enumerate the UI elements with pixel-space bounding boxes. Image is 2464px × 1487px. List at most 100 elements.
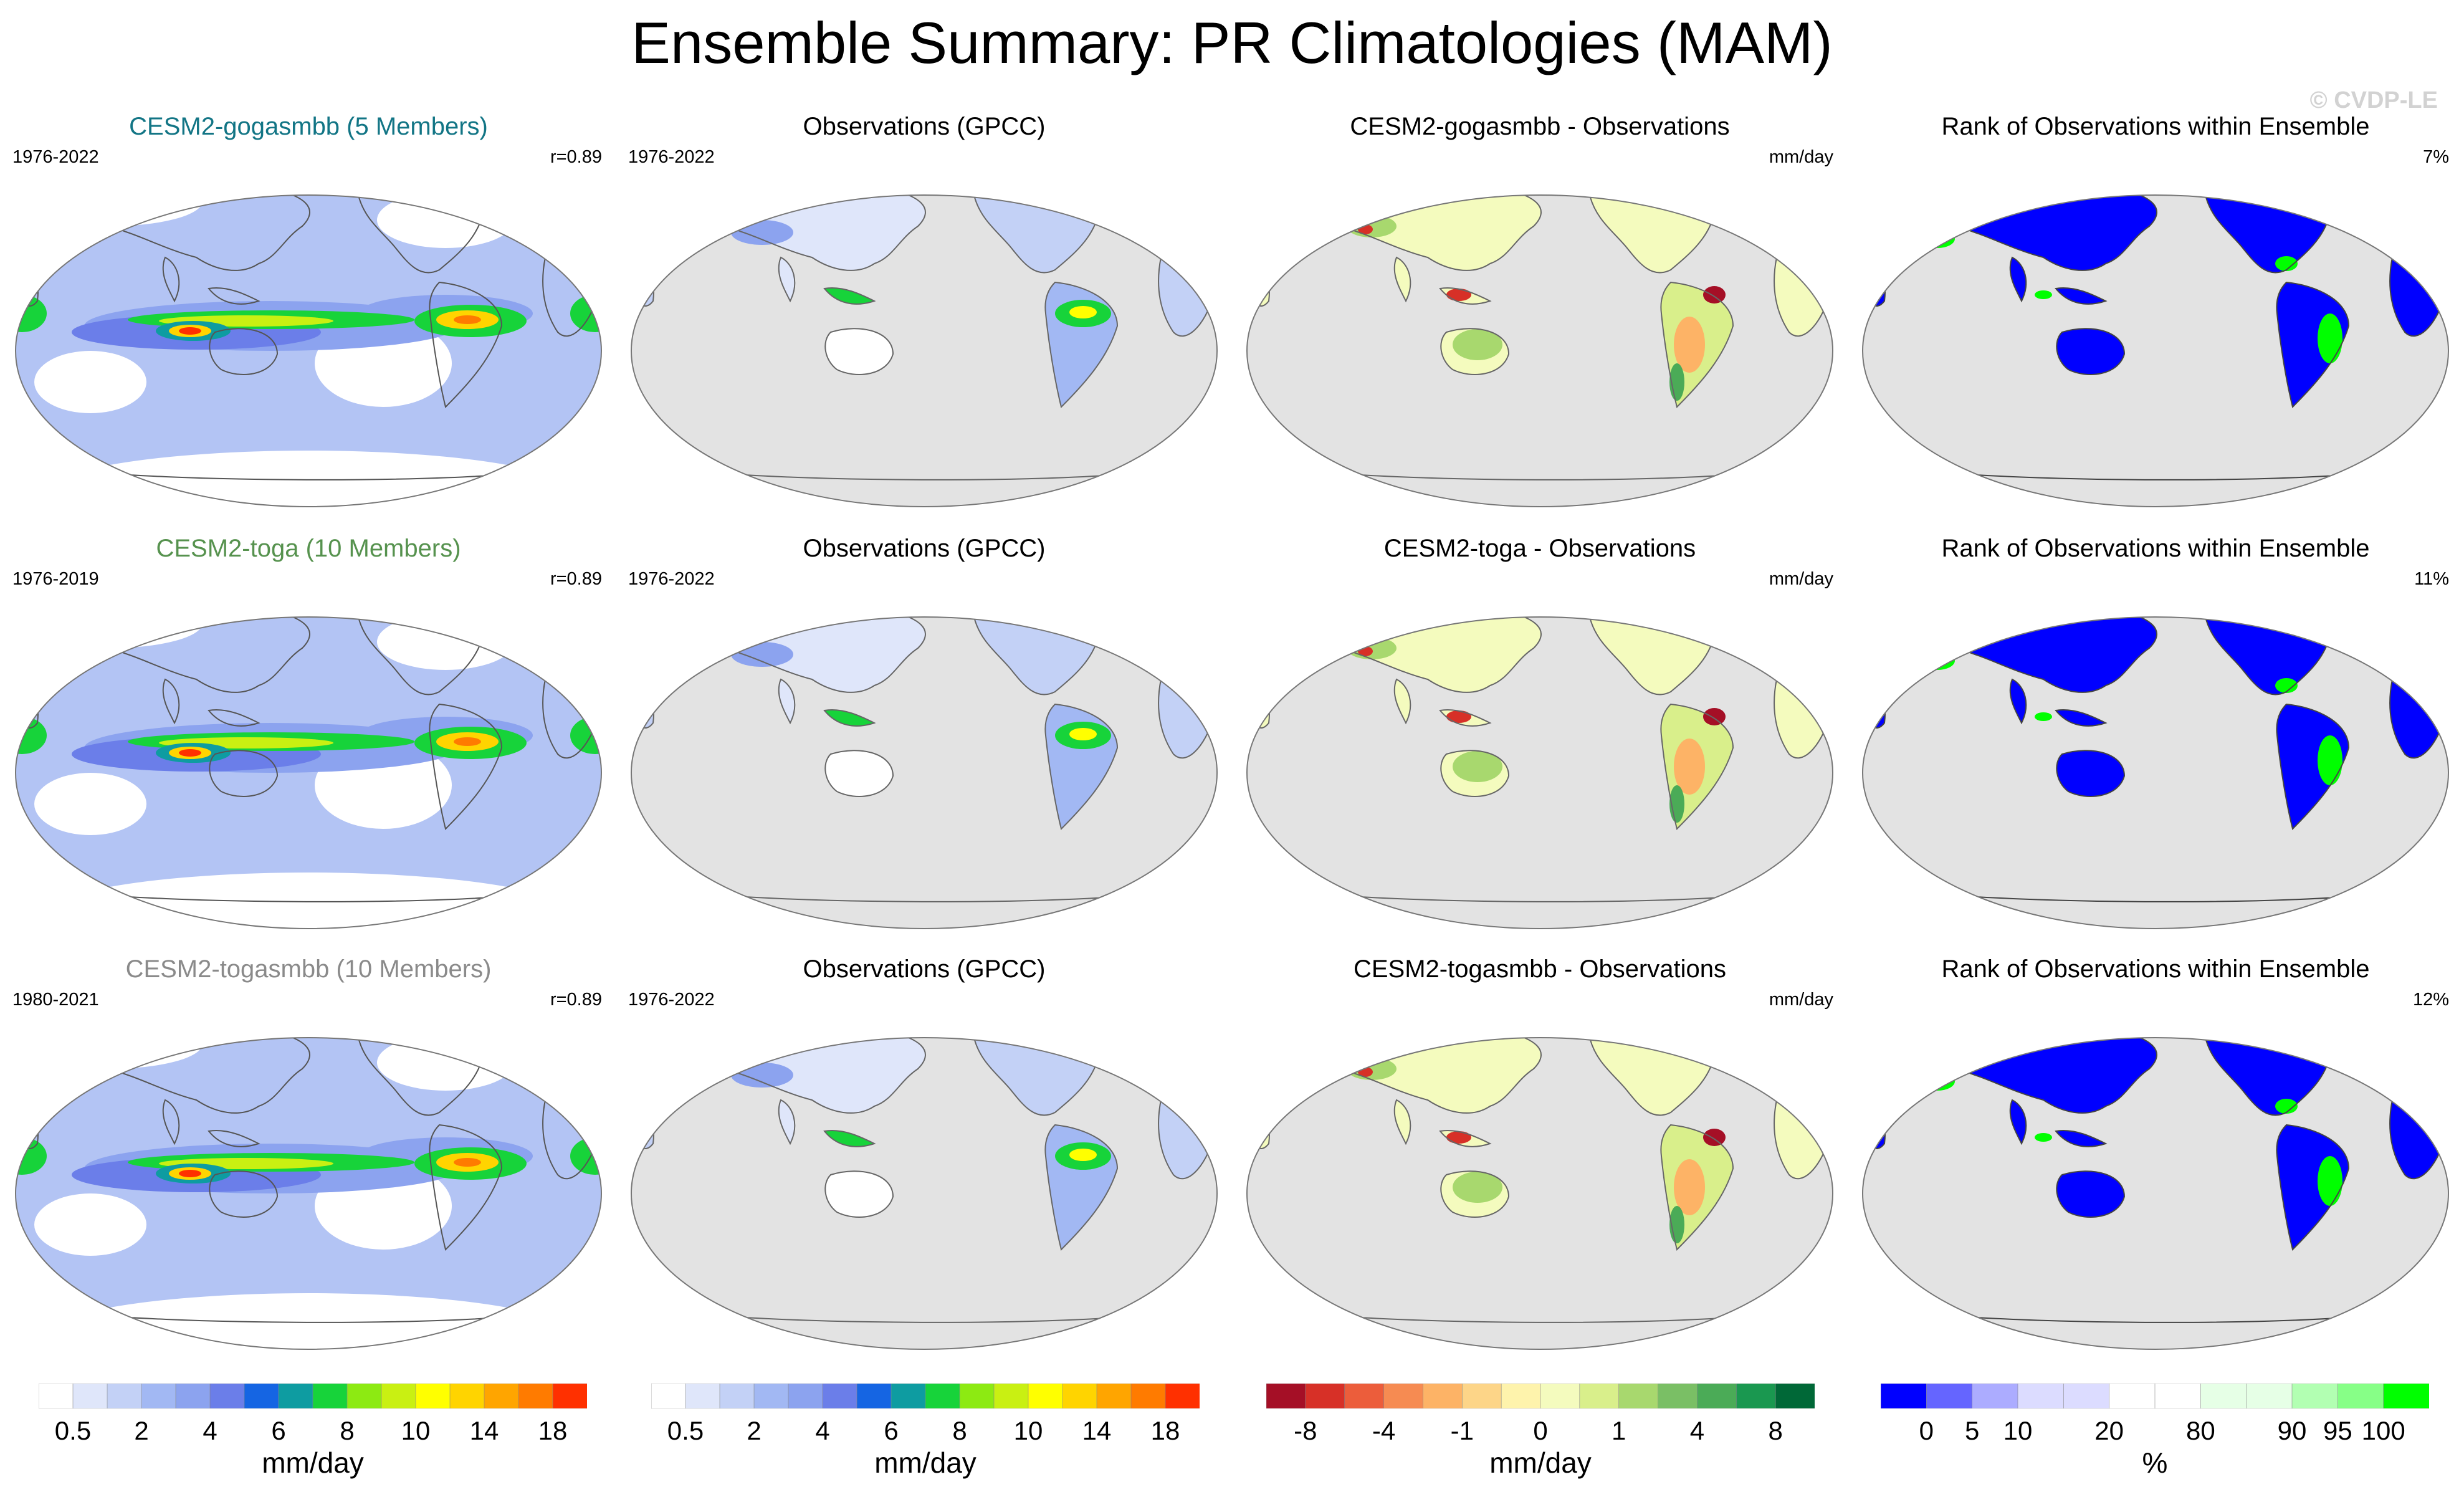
colorbar-swatch — [651, 1384, 686, 1408]
colorbar-swatch — [415, 1384, 451, 1408]
map-obs — [631, 616, 1218, 929]
colorbar-swatch — [1266, 1384, 1306, 1408]
colorbar-tick-label: 4 — [203, 1416, 217, 1445]
coastline-europe — [1759, 198, 1828, 237]
colorbar-tick-label: 8 — [952, 1416, 967, 1445]
colorbar-swatch — [1501, 1384, 1541, 1408]
colorbar-tick-label: -4 — [1372, 1416, 1396, 1445]
coastline-seasia — [208, 287, 260, 305]
coastline-asia — [1945, 1038, 2157, 1114]
colorbar-swatch — [2246, 1384, 2293, 1408]
colorbar-tick-label: 2 — [747, 1416, 762, 1445]
coastline-seasia — [823, 1130, 876, 1147]
colorbar-swatch — [822, 1384, 857, 1408]
colorbar-tick-label: 14 — [469, 1416, 499, 1445]
coastline-samer — [1044, 1124, 1119, 1251]
coastline-austr — [1440, 1170, 1510, 1218]
coastline-asia — [98, 195, 310, 271]
rank-percent: 11% — [2414, 569, 2449, 589]
colorbar-swatch — [141, 1384, 176, 1408]
colorbar-swatch — [278, 1384, 313, 1408]
coastline-samer — [2276, 281, 2350, 408]
colorbar-tick-label: 5 — [1964, 1416, 1980, 1445]
page-title: Ensemble Summary: PR Climatologies (MAM) — [631, 10, 1833, 75]
colorbar-swatches — [39, 1384, 587, 1408]
colorbar-tick-label: 6 — [271, 1416, 286, 1445]
coastline-namer — [973, 1038, 1100, 1116]
coastline-namer — [357, 617, 484, 696]
colorbar-swatch — [1775, 1384, 1815, 1408]
colorbar-swatch — [1383, 1384, 1424, 1408]
coastline-austr — [2056, 1170, 2126, 1218]
panel-title: CESM2-togasmbb - Observations — [1353, 955, 1726, 983]
colorbar-swatch — [39, 1384, 74, 1408]
colorbar-swatch — [719, 1384, 755, 1408]
colorbar-tick-label: 18 — [1150, 1416, 1180, 1445]
colorbar-swatch — [2063, 1384, 2110, 1408]
rank-percent: 7% — [2423, 147, 2449, 167]
map-rank — [1862, 194, 2449, 507]
coastline-india — [2009, 678, 2027, 725]
units-label: mm/day — [1769, 990, 1833, 1010]
coastline-seasia — [1439, 1130, 1492, 1147]
colorbar-swatch — [1096, 1384, 1132, 1408]
period-label: 1976-2022 — [628, 147, 715, 167]
coastline-samer — [2276, 703, 2350, 830]
coastline-namer — [1588, 1038, 1716, 1116]
coastline-austr — [824, 750, 894, 797]
colorbar-tick-label: 10 — [2003, 1416, 2033, 1445]
panel-title: Rank of Observations within Ensemble — [1941, 955, 2370, 983]
coastline-europe — [1144, 198, 1212, 237]
panel-diff-row-2: CESM2-toga - Observations mm/day — [1231, 533, 1848, 957]
coastline-europe — [1144, 1041, 1212, 1079]
coastline-austr — [824, 328, 894, 375]
colorbar-swatch — [1423, 1384, 1463, 1408]
colorbar-swatches — [1266, 1384, 1815, 1408]
coastline-austr — [209, 328, 279, 375]
colorbar-swatch — [2154, 1384, 2202, 1408]
panel-rank-row-2: Rank of Observations within Ensemble 11% — [1847, 533, 2464, 957]
coastline-europe — [1759, 1041, 1828, 1079]
coastline-samer — [1044, 281, 1119, 408]
coastline-seasia — [2055, 709, 2108, 727]
map-diff — [1246, 616, 1833, 929]
colorbar-tick-label: 0.5 — [54, 1416, 92, 1445]
colorbar-swatch — [107, 1384, 142, 1408]
panel-model-row-1: CESM2-gogasmbb (5 Members) 1976-2022 r=0.8… — [0, 111, 617, 535]
coastline-namer — [2204, 617, 2331, 696]
colorbar-swatch — [312, 1384, 348, 1408]
colorbar-swatches — [1881, 1384, 2429, 1408]
panel-title: CESM2-toga - Observations — [1383, 535, 1696, 562]
panel-title: Observations (GPCC) — [803, 955, 1046, 983]
panel-model-row-2: CESM2-toga (10 Members) 1976-2019 r=0.89 — [0, 533, 617, 957]
colorbar-tick-label: 2 — [134, 1416, 149, 1445]
coastline-namer — [973, 195, 1100, 274]
coastline-samer — [429, 1124, 503, 1251]
colorbar-swatch — [753, 1384, 789, 1408]
pr-colorbar-obs: 0.5 2 4 6 8 10 14 18 mm/day — [651, 1384, 1200, 1483]
colorbar-swatch — [2291, 1384, 2339, 1408]
colorbar-tick-label: 4 — [1689, 1416, 1705, 1445]
coastline-india — [162, 678, 180, 725]
coastline-seasia — [823, 287, 876, 305]
colorbar-swatch — [1130, 1384, 1166, 1408]
colorbar-swatch — [1579, 1384, 1620, 1408]
coastline-samer — [1044, 703, 1119, 830]
colorbar-tick-label: 8 — [340, 1416, 355, 1445]
panel-rank-row-1: Rank of Observations within Ensemble 7% — [1847, 111, 2464, 535]
colorbar-units: mm/day — [1489, 1446, 1592, 1479]
coastline-europe — [528, 620, 596, 659]
period-label: 1976-2022 — [628, 569, 715, 589]
coastline-india — [2009, 256, 2027, 303]
coastline-india — [778, 256, 796, 303]
colorbar-swatch — [1461, 1384, 1502, 1408]
colorbar-swatch — [1062, 1384, 1097, 1408]
map-obs — [631, 1037, 1218, 1350]
colorbar-units: % — [2142, 1446, 2168, 1479]
colorbar-swatch — [244, 1384, 279, 1408]
map-rank — [1862, 616, 2449, 929]
coastline-europe — [528, 198, 596, 237]
panel-title: Observations (GPCC) — [803, 535, 1046, 562]
colorbar-tick-label: -8 — [1294, 1416, 1317, 1445]
period-label: 1980-2021 — [12, 990, 99, 1010]
